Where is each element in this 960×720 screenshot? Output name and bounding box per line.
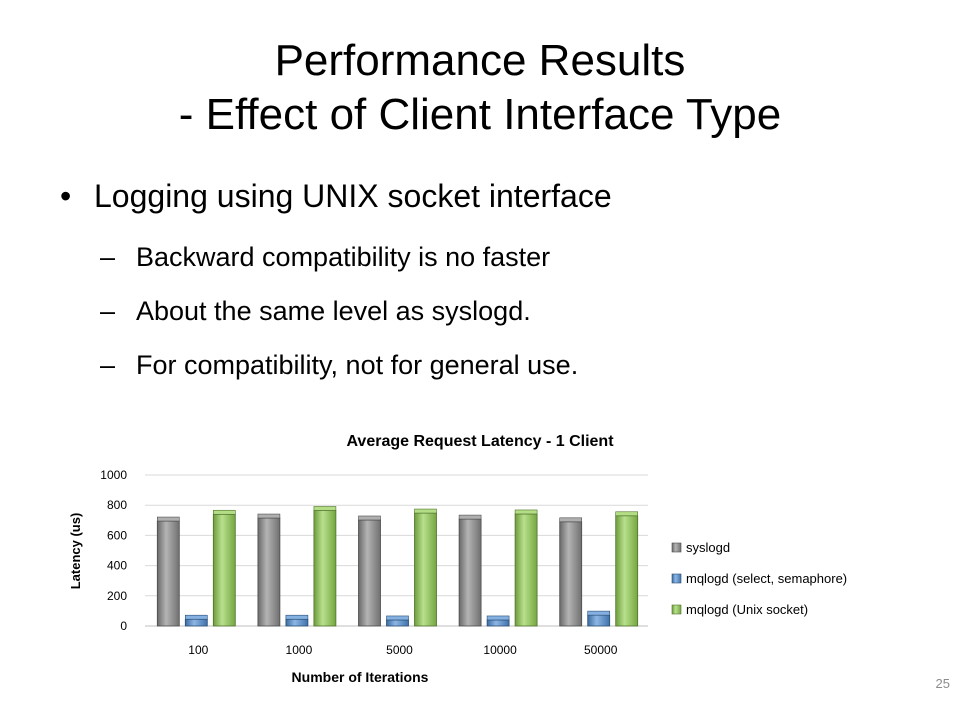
x-tick-label: 100 [188, 643, 208, 657]
bullet-marker: • [60, 178, 72, 214]
dash-marker: – [100, 350, 116, 380]
bar-syslogd [559, 521, 583, 627]
bar-top [559, 517, 583, 523]
sub-bullet-text: For compatibility, not for general use. [136, 350, 579, 380]
bar-syslogd [358, 519, 381, 627]
legend-entry: syslogd [686, 540, 730, 555]
x-tick-label: 5000 [386, 643, 413, 657]
bar-top [213, 509, 236, 515]
page-number: 25 [935, 676, 950, 691]
x-tick-label: 50000 [584, 643, 618, 657]
x-axis-label: Number of Iterations [292, 669, 429, 685]
bar-mqlogd [514, 513, 538, 627]
legend-entry: mqlogd (select, semaphore) [686, 571, 847, 586]
bar-mqlogd [184, 618, 208, 627]
bar-top [514, 509, 538, 515]
bar-top [285, 614, 309, 620]
legend-entry: mqlogd (Unix socket) [686, 602, 808, 617]
legend-swatch [671, 573, 682, 584]
dash-marker: – [100, 242, 116, 272]
y-axis-label: Latency (us) [68, 513, 83, 590]
bar-mqlogd [587, 614, 611, 627]
bar-syslogd [257, 517, 281, 627]
bar-top [157, 516, 180, 522]
bar-mqlogd [414, 512, 437, 627]
sub-bullet-text: Backward compatibility is no faster [136, 242, 551, 272]
legend: syslogd mqlogd (select, semaphore) mqlogd … [671, 540, 847, 617]
bar-syslogd [156, 520, 180, 627]
y-tick-label: 200 [107, 589, 127, 603]
bar-top [486, 615, 510, 621]
bar-mqlogd [386, 619, 409, 627]
chart-title: Average Request Latency - 1 Client [346, 433, 614, 450]
bar-top [414, 508, 437, 514]
bar-top [587, 610, 611, 616]
bullet-main-text: Logging using UNIX socket interface [94, 178, 612, 214]
bar-mqlogd [615, 515, 639, 627]
y-tick-label: 400 [107, 559, 127, 573]
bar-syslogd [458, 518, 482, 627]
slide-title: Performance Results - Effect of Client I… [0, 34, 960, 142]
y-tick-label: 0 [120, 619, 127, 633]
x-tick-label: 1000 [286, 643, 313, 657]
bar-top [185, 614, 208, 620]
bar-top [358, 515, 381, 521]
y-tick-label: 1000 [100, 468, 127, 482]
bar-mqlogd [313, 510, 337, 627]
bar-top [313, 506, 337, 511]
y-tick-label: 600 [107, 528, 127, 542]
y-tick-label: 800 [107, 498, 127, 512]
bar-top [615, 511, 639, 517]
plot-area: 0 200 400 600 800 1000 100 1000 5000 10000 50000 [100, 468, 648, 657]
x-tick-label: 10000 [483, 643, 517, 657]
sub-bullet-text: About the same level as syslogd. [136, 296, 531, 326]
legend-swatch [671, 542, 682, 553]
slide-title-line-2: - Effect of Client Interface Type [178, 90, 782, 139]
bar-mqlogd [285, 618, 309, 627]
bar-top [386, 615, 409, 621]
bar-mqlogd [486, 619, 510, 627]
slide-title-line-1: Performance Results [274, 36, 686, 85]
bar-mqlogd [212, 513, 236, 627]
dash-marker: – [100, 296, 116, 326]
bar-top [257, 513, 281, 519]
bar-top [458, 514, 482, 520]
legend-swatch [671, 604, 682, 615]
